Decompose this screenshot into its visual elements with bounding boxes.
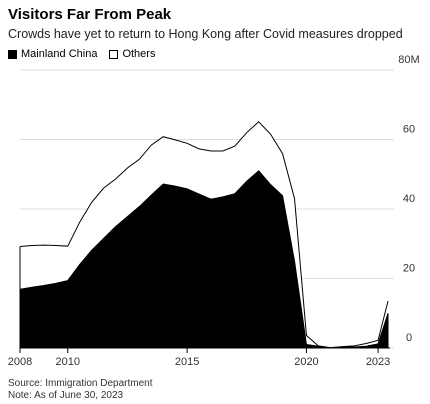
x-tick-label: 2023: [366, 356, 390, 368]
x-tick-label: 2010: [55, 356, 79, 368]
legend: Mainland China Others: [8, 48, 167, 60]
legend-item-mainland-china: Mainland China: [8, 48, 97, 60]
chart-subtitle: Crowds have yet to return to Hong Kong a…: [8, 27, 403, 41]
y-tick-label: 80M: [398, 54, 419, 66]
footnote: Note: As of June 30, 2023: [8, 390, 124, 401]
legend-swatch-outline: [109, 49, 119, 59]
legend-label-others: Others: [122, 48, 156, 60]
y-tick-label: 0: [406, 332, 412, 344]
x-tick-label: 2008: [8, 356, 32, 368]
legend-swatch-filled: [8, 49, 17, 59]
series-area-others: [20, 121, 389, 348]
y-tick-label: 60: [403, 124, 415, 136]
source-note: Source: Immigration Department: [8, 378, 153, 389]
x-tick-label: 2020: [294, 356, 318, 368]
legend-label-mainland-china: Mainland China: [21, 48, 98, 60]
chart-title: Visitors Far From Peak: [8, 6, 172, 23]
y-tick-label: 20: [403, 263, 415, 275]
series-area-mainland-china: [19, 170, 389, 349]
legend-item-others: Others: [109, 48, 155, 60]
series-line-total: [19, 121, 389, 349]
x-tick-label: 2015: [175, 356, 199, 368]
y-tick-label: 40: [403, 193, 415, 205]
